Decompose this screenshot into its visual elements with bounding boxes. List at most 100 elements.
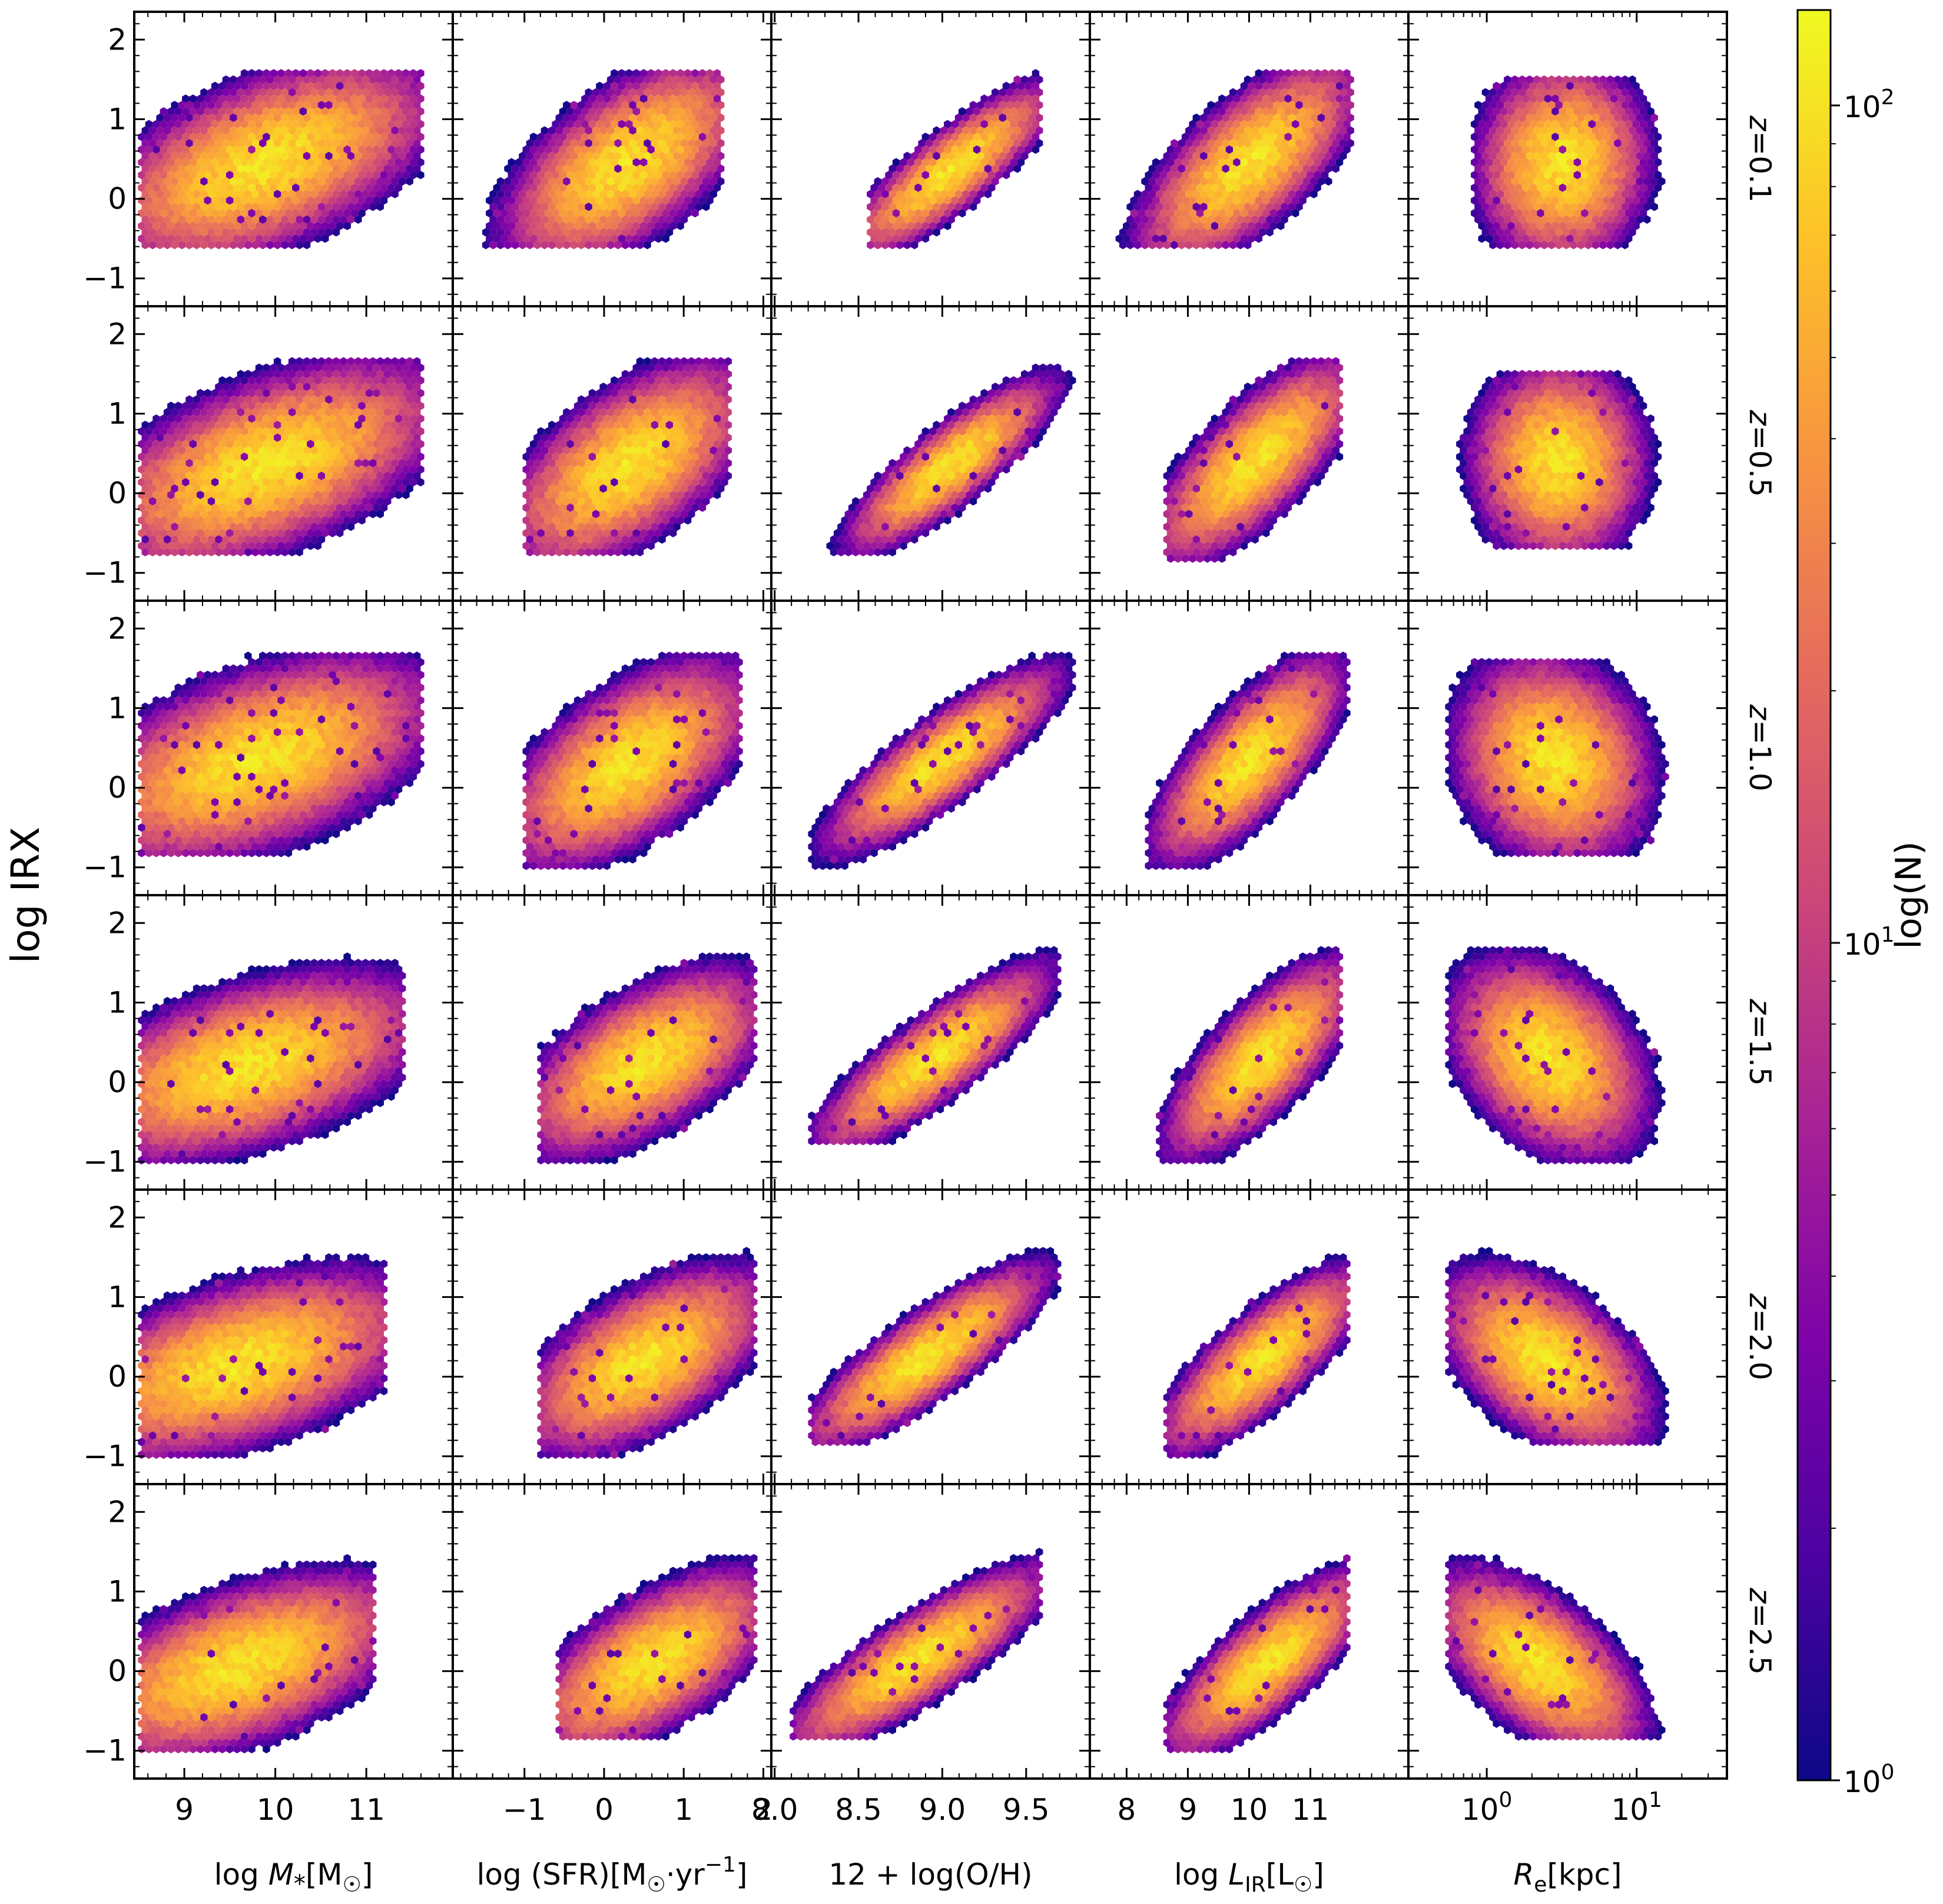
hex-cell xyxy=(299,183,307,192)
hex-cell xyxy=(387,94,395,103)
hex-cell xyxy=(1596,107,1603,116)
hex-cell xyxy=(332,88,340,97)
hex-cell xyxy=(1010,158,1017,167)
hex-cell xyxy=(163,139,171,148)
hex-cell xyxy=(1621,151,1629,160)
hex-cell xyxy=(365,171,373,180)
hex-cell xyxy=(892,196,900,205)
hex-cell xyxy=(263,81,270,91)
hex-cell xyxy=(695,190,702,198)
hex-cell xyxy=(251,228,259,237)
hex-cell xyxy=(680,126,688,135)
hex-cell xyxy=(1504,101,1511,110)
hex-cell xyxy=(350,107,359,116)
hex-cell xyxy=(160,158,168,167)
hex-cell xyxy=(651,75,659,84)
hex-cell xyxy=(1321,133,1329,141)
hex-cell xyxy=(218,171,226,180)
hex-cell xyxy=(296,113,303,122)
hex-cell xyxy=(888,240,896,250)
hex-cell xyxy=(292,120,300,128)
hex-cell xyxy=(903,203,911,211)
hex-cell xyxy=(566,208,574,218)
hex-cell xyxy=(486,196,493,205)
hex-cell xyxy=(1511,75,1519,84)
hex-cell xyxy=(1325,139,1332,148)
hex-cell xyxy=(1215,101,1222,110)
hex-cell xyxy=(1551,120,1559,128)
hex-cell xyxy=(1258,101,1266,110)
hex-cell xyxy=(193,177,201,186)
hex-cell xyxy=(1540,113,1548,122)
hex-cell xyxy=(1141,203,1149,211)
hex-cell xyxy=(350,69,359,78)
panel-z=0.5-sfr xyxy=(452,305,772,602)
hex-cell xyxy=(321,183,329,192)
hex-cell xyxy=(1317,164,1325,173)
hex-cell xyxy=(1347,139,1354,148)
hex-cell xyxy=(1629,126,1636,135)
hex-cell xyxy=(259,126,267,135)
hex-cell xyxy=(1192,164,1201,173)
hex-cell xyxy=(369,177,377,186)
hex-cell xyxy=(1024,107,1032,116)
hex-cell xyxy=(387,363,395,372)
hex-cell xyxy=(588,107,596,116)
hex-cell xyxy=(1606,151,1614,160)
hex-cell xyxy=(504,215,512,224)
hex-cell xyxy=(1584,139,1592,148)
hex-cell xyxy=(706,171,714,180)
hex-cell xyxy=(237,395,245,404)
hex-cell xyxy=(1302,113,1311,122)
hex-cell xyxy=(226,145,234,154)
hex-cell xyxy=(237,203,245,211)
hex-cell xyxy=(329,120,336,128)
hex-cell xyxy=(987,94,996,103)
hex-cell xyxy=(1533,126,1541,135)
hex-cell xyxy=(1277,183,1285,192)
hex-cell xyxy=(1192,113,1201,122)
hex-cell xyxy=(263,389,270,398)
hex-cell xyxy=(1306,171,1314,180)
hex-cell xyxy=(522,196,530,205)
hex-cell xyxy=(959,120,966,128)
hex-cell xyxy=(354,126,362,135)
hex-cell xyxy=(1511,151,1519,160)
hex-cell xyxy=(1471,158,1478,167)
hex-cell xyxy=(380,145,388,154)
hex-cell xyxy=(537,196,545,205)
hex-cell xyxy=(892,234,900,243)
hex-cell xyxy=(606,203,615,211)
hex-cell xyxy=(307,389,314,398)
hex-cell xyxy=(240,81,248,91)
hex-cell xyxy=(398,357,406,366)
hex-cell xyxy=(1507,158,1515,167)
hex-cell xyxy=(218,107,226,116)
hex-cell xyxy=(592,101,600,110)
hex-cell xyxy=(500,196,508,205)
hex-cell xyxy=(391,190,399,198)
hex-cell xyxy=(303,151,311,160)
hex-cell xyxy=(1262,81,1270,91)
hex-cell xyxy=(966,171,973,180)
hex-cell xyxy=(614,228,622,237)
hex-cell xyxy=(936,145,944,154)
hex-cell xyxy=(709,151,717,160)
hex-cell xyxy=(1174,171,1182,180)
hex-cell xyxy=(1013,151,1021,160)
hex-cell xyxy=(529,133,538,141)
hex-cell xyxy=(148,240,157,250)
hex-cell xyxy=(625,120,633,128)
hex-cell xyxy=(362,139,370,148)
hex-cell xyxy=(321,107,329,116)
hex-cell xyxy=(230,126,237,135)
hex-cell xyxy=(533,139,541,148)
hex-cell xyxy=(1178,139,1186,148)
hex-cell xyxy=(940,164,948,173)
hex-cell xyxy=(533,190,541,198)
hex-cell xyxy=(314,120,321,128)
hex-cell xyxy=(625,221,633,230)
hex-cell xyxy=(1474,139,1482,148)
hex-cell xyxy=(277,158,285,167)
hex-cell xyxy=(207,177,215,186)
